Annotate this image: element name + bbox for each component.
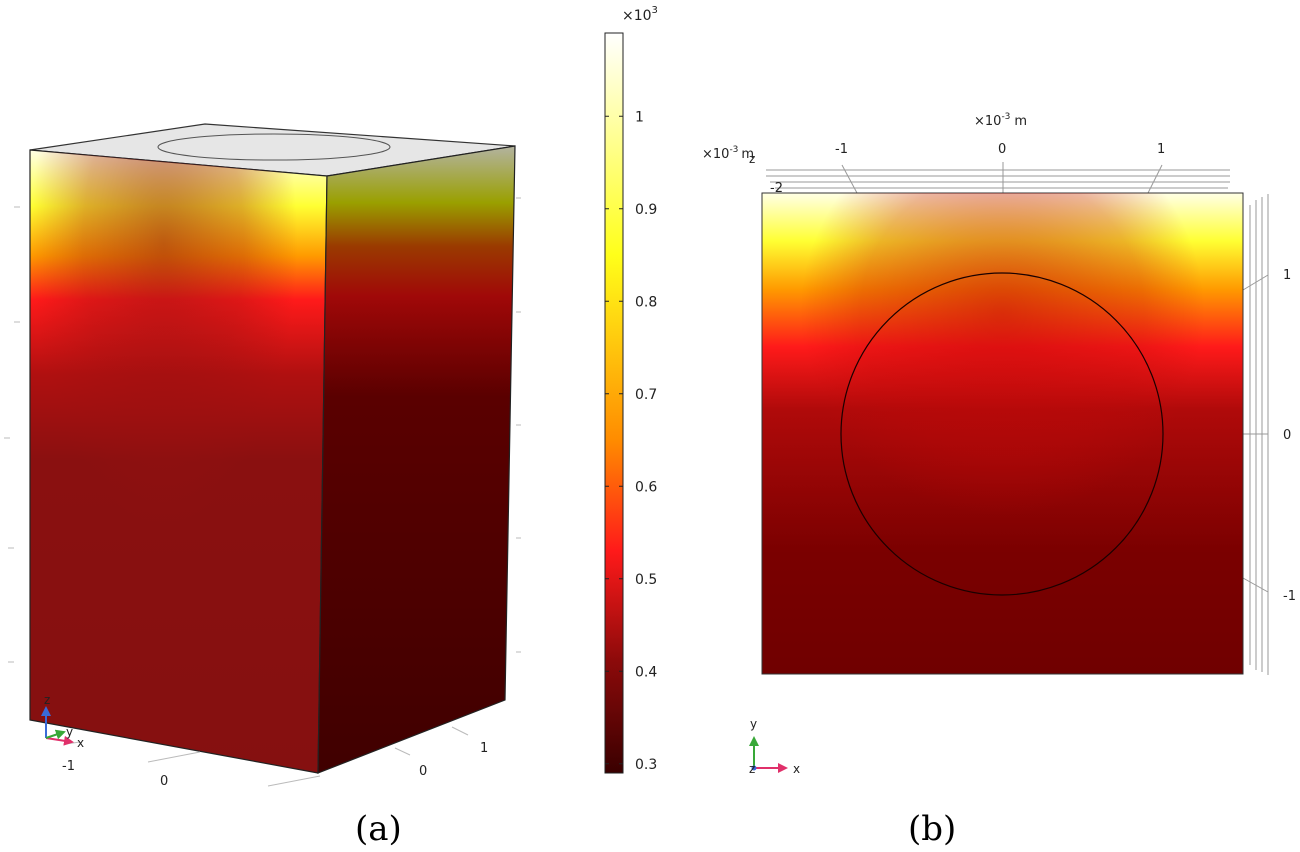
panel-a-tick-xm1: -1	[62, 759, 75, 774]
panel-a-tick-y0: 0	[419, 764, 427, 779]
panel-a-caption: (a)	[355, 809, 402, 849]
colorbar-tick-label: 0.9	[635, 202, 657, 218]
colorbar-tick-label: 0.6	[635, 479, 657, 495]
panel-a-right-grid-ticks	[516, 197, 521, 653]
panel-b-top-axis-unit: ×10-3 m	[974, 112, 1027, 129]
panel-b-right-tick-0: 0	[1283, 428, 1291, 443]
panel-b-triad-y: y	[750, 717, 757, 731]
hole-outline	[157, 133, 391, 161]
panel-b-left-unit: ×10-3 m	[702, 145, 754, 162]
panel-b-top-grid	[766, 162, 1230, 194]
panel-a-triad-z: z	[44, 693, 50, 707]
panel-b-extra-tick: -2	[770, 181, 783, 196]
colorbar-tick-label: 0.8	[635, 294, 657, 310]
panel-b-inclusion-outline	[840, 272, 1164, 596]
colorbar-multiplier: ×103	[622, 5, 658, 24]
panel-b-right-tick-m1: -1	[1283, 589, 1296, 604]
panel-b-triad-z: z	[749, 762, 755, 776]
panel-a-axis-triad: z y x	[41, 693, 84, 750]
panel-b-right-grid	[1242, 194, 1269, 675]
panel-a-triad-y: y	[66, 725, 73, 739]
panel-a-tick-y1: 1	[480, 741, 488, 756]
panel-b-triad-x: x	[793, 762, 800, 776]
panel-b: ×10-3 m ×10-3 m z -1 0 1	[702, 112, 1296, 849]
colorbar-tick-label: 0.7	[635, 387, 657, 403]
colorbar-tick-label: 0.4	[635, 664, 657, 680]
panel-a-left-grid-ticks	[4, 206, 20, 663]
panel-a-triad-x: x	[77, 736, 84, 750]
panel-a-tick-x0: 0	[160, 774, 168, 789]
colorbar-ticks: 1 0.9 0.8 0.7 0.6 0.5 0.4 0.3	[605, 109, 657, 773]
colorbar: ×103 1 0.9 0.8 0.7 0.6 0.5 0.4 0.3	[604, 5, 658, 774]
panel-b-top-tick-0: 0	[998, 142, 1006, 157]
panel-b-axis-triad: y z x	[749, 717, 800, 776]
box-front-face-shading	[30, 150, 327, 773]
colorbar-tick-label: 1	[635, 109, 644, 125]
panel-b-field-shading	[762, 193, 1243, 674]
panel-b-caption: (b)	[908, 809, 956, 849]
panel-b-top-tick-m1: -1	[835, 142, 848, 157]
panel-b-top-tick-1: 1	[1157, 142, 1165, 157]
colorbar-tick-label: 0.3	[635, 757, 657, 773]
panel-b-left-unit-extra: z	[749, 152, 755, 166]
panel-b-right-tick-1: 1	[1283, 268, 1291, 283]
colorbar-tick-label: 0.5	[635, 572, 657, 588]
colorbar-bar	[604, 32, 624, 774]
panel-a: -1 0 0 1 z y x (a)	[4, 123, 521, 849]
box-side-face	[317, 145, 516, 774]
